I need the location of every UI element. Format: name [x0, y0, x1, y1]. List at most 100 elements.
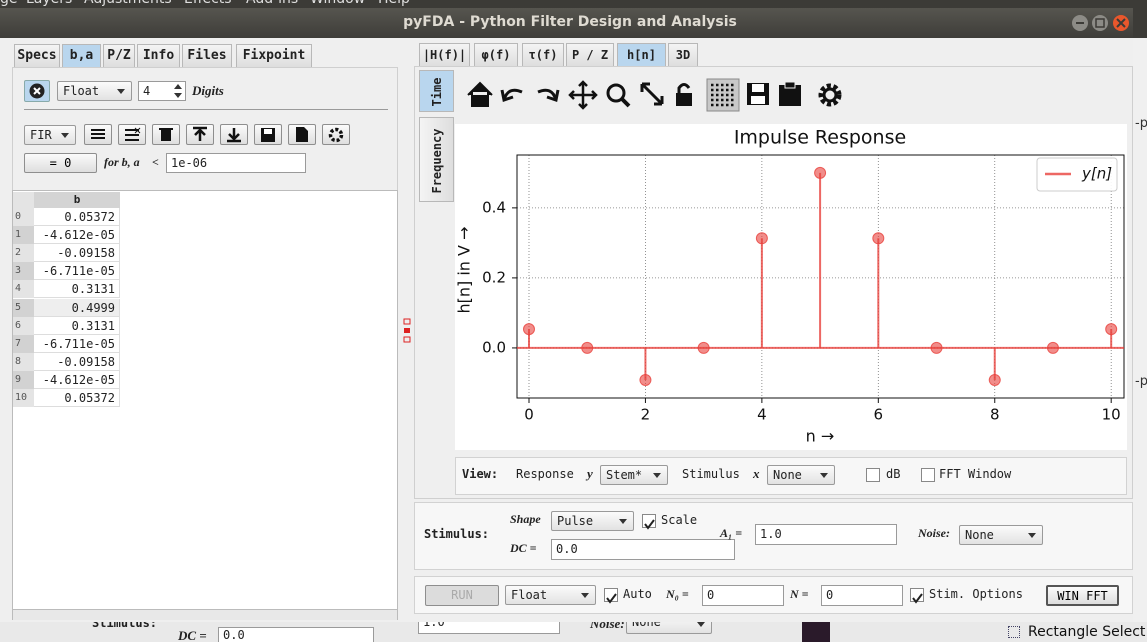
tab[interactable]: b,a — [62, 44, 101, 67]
shape-combo[interactable]: Pulse — [551, 511, 634, 531]
back-tool[interactable] — [500, 88, 523, 102]
column-header[interactable]: b — [34, 192, 120, 208]
table-cell[interactable]: -0.09158 — [34, 352, 120, 371]
digits-spinbox[interactable]: 4 — [138, 81, 186, 101]
row-header[interactable]: 10 — [13, 389, 34, 407]
row-header[interactable]: 8 — [13, 352, 34, 371]
threshold-label: for b, a — [104, 155, 140, 169]
zero-button[interactable]: = 0 — [24, 153, 97, 173]
table-cell[interactable]: -6.711e-05 — [34, 262, 120, 281]
forward-tool[interactable] — [537, 88, 560, 102]
tab[interactable]: P / Z — [566, 43, 614, 66]
n-field[interactable]: 0 — [821, 585, 903, 606]
run-format-combo[interactable]: Float — [505, 585, 596, 605]
tab[interactable]: τ(f) — [522, 43, 564, 66]
lock-tool[interactable] — [676, 83, 692, 107]
side-tab[interactable]: Time — [419, 70, 454, 112]
icon-button[interactable] — [220, 124, 248, 145]
icon-button[interactable] — [118, 124, 146, 145]
side-tab[interactable]: Frequency — [419, 117, 454, 202]
stimulus-combo[interactable]: None — [767, 465, 835, 485]
amp-field[interactable]: 1.0 — [755, 524, 897, 545]
home-tool[interactable] — [467, 81, 493, 107]
icon — [29, 83, 45, 99]
tab[interactable]: P/Z — [103, 44, 135, 67]
table-cell[interactable]: 0.3131 — [34, 316, 120, 335]
tab[interactable]: Files — [182, 44, 232, 67]
table-cell[interactable]: -4.612e-05 — [34, 370, 120, 389]
db-checkbox[interactable] — [866, 468, 880, 482]
tab[interactable]: h[n] — [617, 43, 666, 66]
run-button[interactable]: RUN — [425, 585, 499, 606]
chart: Impulse Response n → h[n] in V → 0 2 4 6 8 10… — [455, 127, 1125, 446]
row-header[interactable]: 9 — [13, 370, 34, 389]
clear-button[interactable] — [24, 80, 50, 102]
row-header[interactable]: 2 — [13, 244, 34, 263]
menu-item[interactable]: Add-ins — [246, 0, 298, 7]
row-header[interactable]: 5 — [13, 298, 34, 317]
save-tool[interactable] — [747, 83, 769, 105]
icon-button[interactable] — [186, 124, 214, 145]
pan-tool[interactable] — [568, 80, 598, 110]
menu-item[interactable]: Effects — [184, 0, 232, 7]
scale-checkbox[interactable] — [642, 514, 656, 530]
digits-label: Digits — [192, 83, 224, 98]
fft-window-checkbox[interactable] — [921, 468, 935, 482]
table-cell[interactable]: 0.05372 — [34, 389, 120, 407]
table-cell[interactable]: -6.711e-05 — [34, 334, 120, 353]
icon — [227, 128, 241, 143]
icon-button[interactable] — [288, 124, 316, 145]
n0-field[interactable]: 0 — [702, 585, 784, 606]
response-combo[interactable]: Stem* — [600, 465, 668, 485]
icon-button[interactable] — [254, 124, 282, 145]
clipboard-tool[interactable] — [779, 81, 801, 106]
row-header[interactable]: 3 — [13, 262, 34, 281]
tab[interactable]: Fixpoint — [236, 44, 312, 67]
stim-options-checkbox[interactable] — [910, 588, 924, 604]
row-header[interactable]: 7 — [13, 334, 34, 353]
dc-field[interactable]: 0.0 — [551, 539, 735, 560]
spin-arrows — [174, 84, 182, 98]
settings-tool[interactable] — [818, 83, 842, 107]
icon-button[interactable] — [152, 124, 180, 145]
row-header[interactable]: 0 — [13, 208, 34, 226]
menu-item[interactable]: Help — [378, 0, 410, 7]
grid-tool[interactable] — [706, 78, 740, 112]
auto-checkbox[interactable] — [604, 588, 618, 604]
table-cell[interactable]: 0.3131 — [34, 280, 120, 299]
menu-item[interactable]: ge — [0, 0, 18, 7]
tab[interactable]: Info — [137, 44, 180, 67]
maximize-button[interactable] — [1092, 15, 1108, 31]
table-cell[interactable]: -4.612e-05 — [34, 226, 120, 245]
zoom-full-tool[interactable] — [640, 82, 664, 106]
tab[interactable]: Specs — [14, 44, 60, 67]
noise-combo[interactable]: None — [959, 525, 1043, 545]
menu-item[interactable]: Adjustments — [84, 0, 172, 7]
row-header[interactable]: 6 — [13, 316, 34, 335]
row-header[interactable]: 4 — [13, 280, 34, 299]
tab[interactable]: φ(f) — [474, 43, 518, 66]
amp-label: A₁ = — [720, 526, 743, 540]
zoom-tool[interactable] — [606, 83, 631, 108]
icon-button[interactable] — [84, 124, 112, 145]
row-header[interactable]: 1 — [13, 226, 34, 245]
filter-type-combo[interactable]: FIR — [24, 125, 76, 145]
table-cell[interactable]: -0.09158 — [34, 244, 120, 263]
table-cell[interactable]: 0.4999 — [34, 298, 120, 317]
win-fft-button[interactable]: WIN FFT — [1046, 585, 1119, 606]
splitter[interactable] — [403, 318, 411, 344]
y-tick-label: 0.4 — [482, 198, 506, 216]
menu-item[interactable]: Window — [310, 0, 365, 7]
menu-item[interactable]: Layers — [26, 0, 72, 7]
format-combo[interactable]: Float — [57, 81, 132, 101]
threshold-field[interactable]: 1e-06 — [166, 153, 306, 173]
table-cell[interactable]: 0.05372 — [34, 208, 120, 226]
y-tick-label: 0.2 — [482, 268, 506, 286]
h-scrollbar[interactable] — [13, 609, 397, 620]
dc-label: DC = — [510, 541, 537, 555]
tab[interactable]: 3D — [668, 43, 698, 66]
icon-button[interactable] — [322, 124, 350, 145]
table-corner — [13, 192, 34, 208]
icon — [1095, 18, 1105, 28]
tab[interactable]: |H(f)| — [419, 43, 470, 66]
